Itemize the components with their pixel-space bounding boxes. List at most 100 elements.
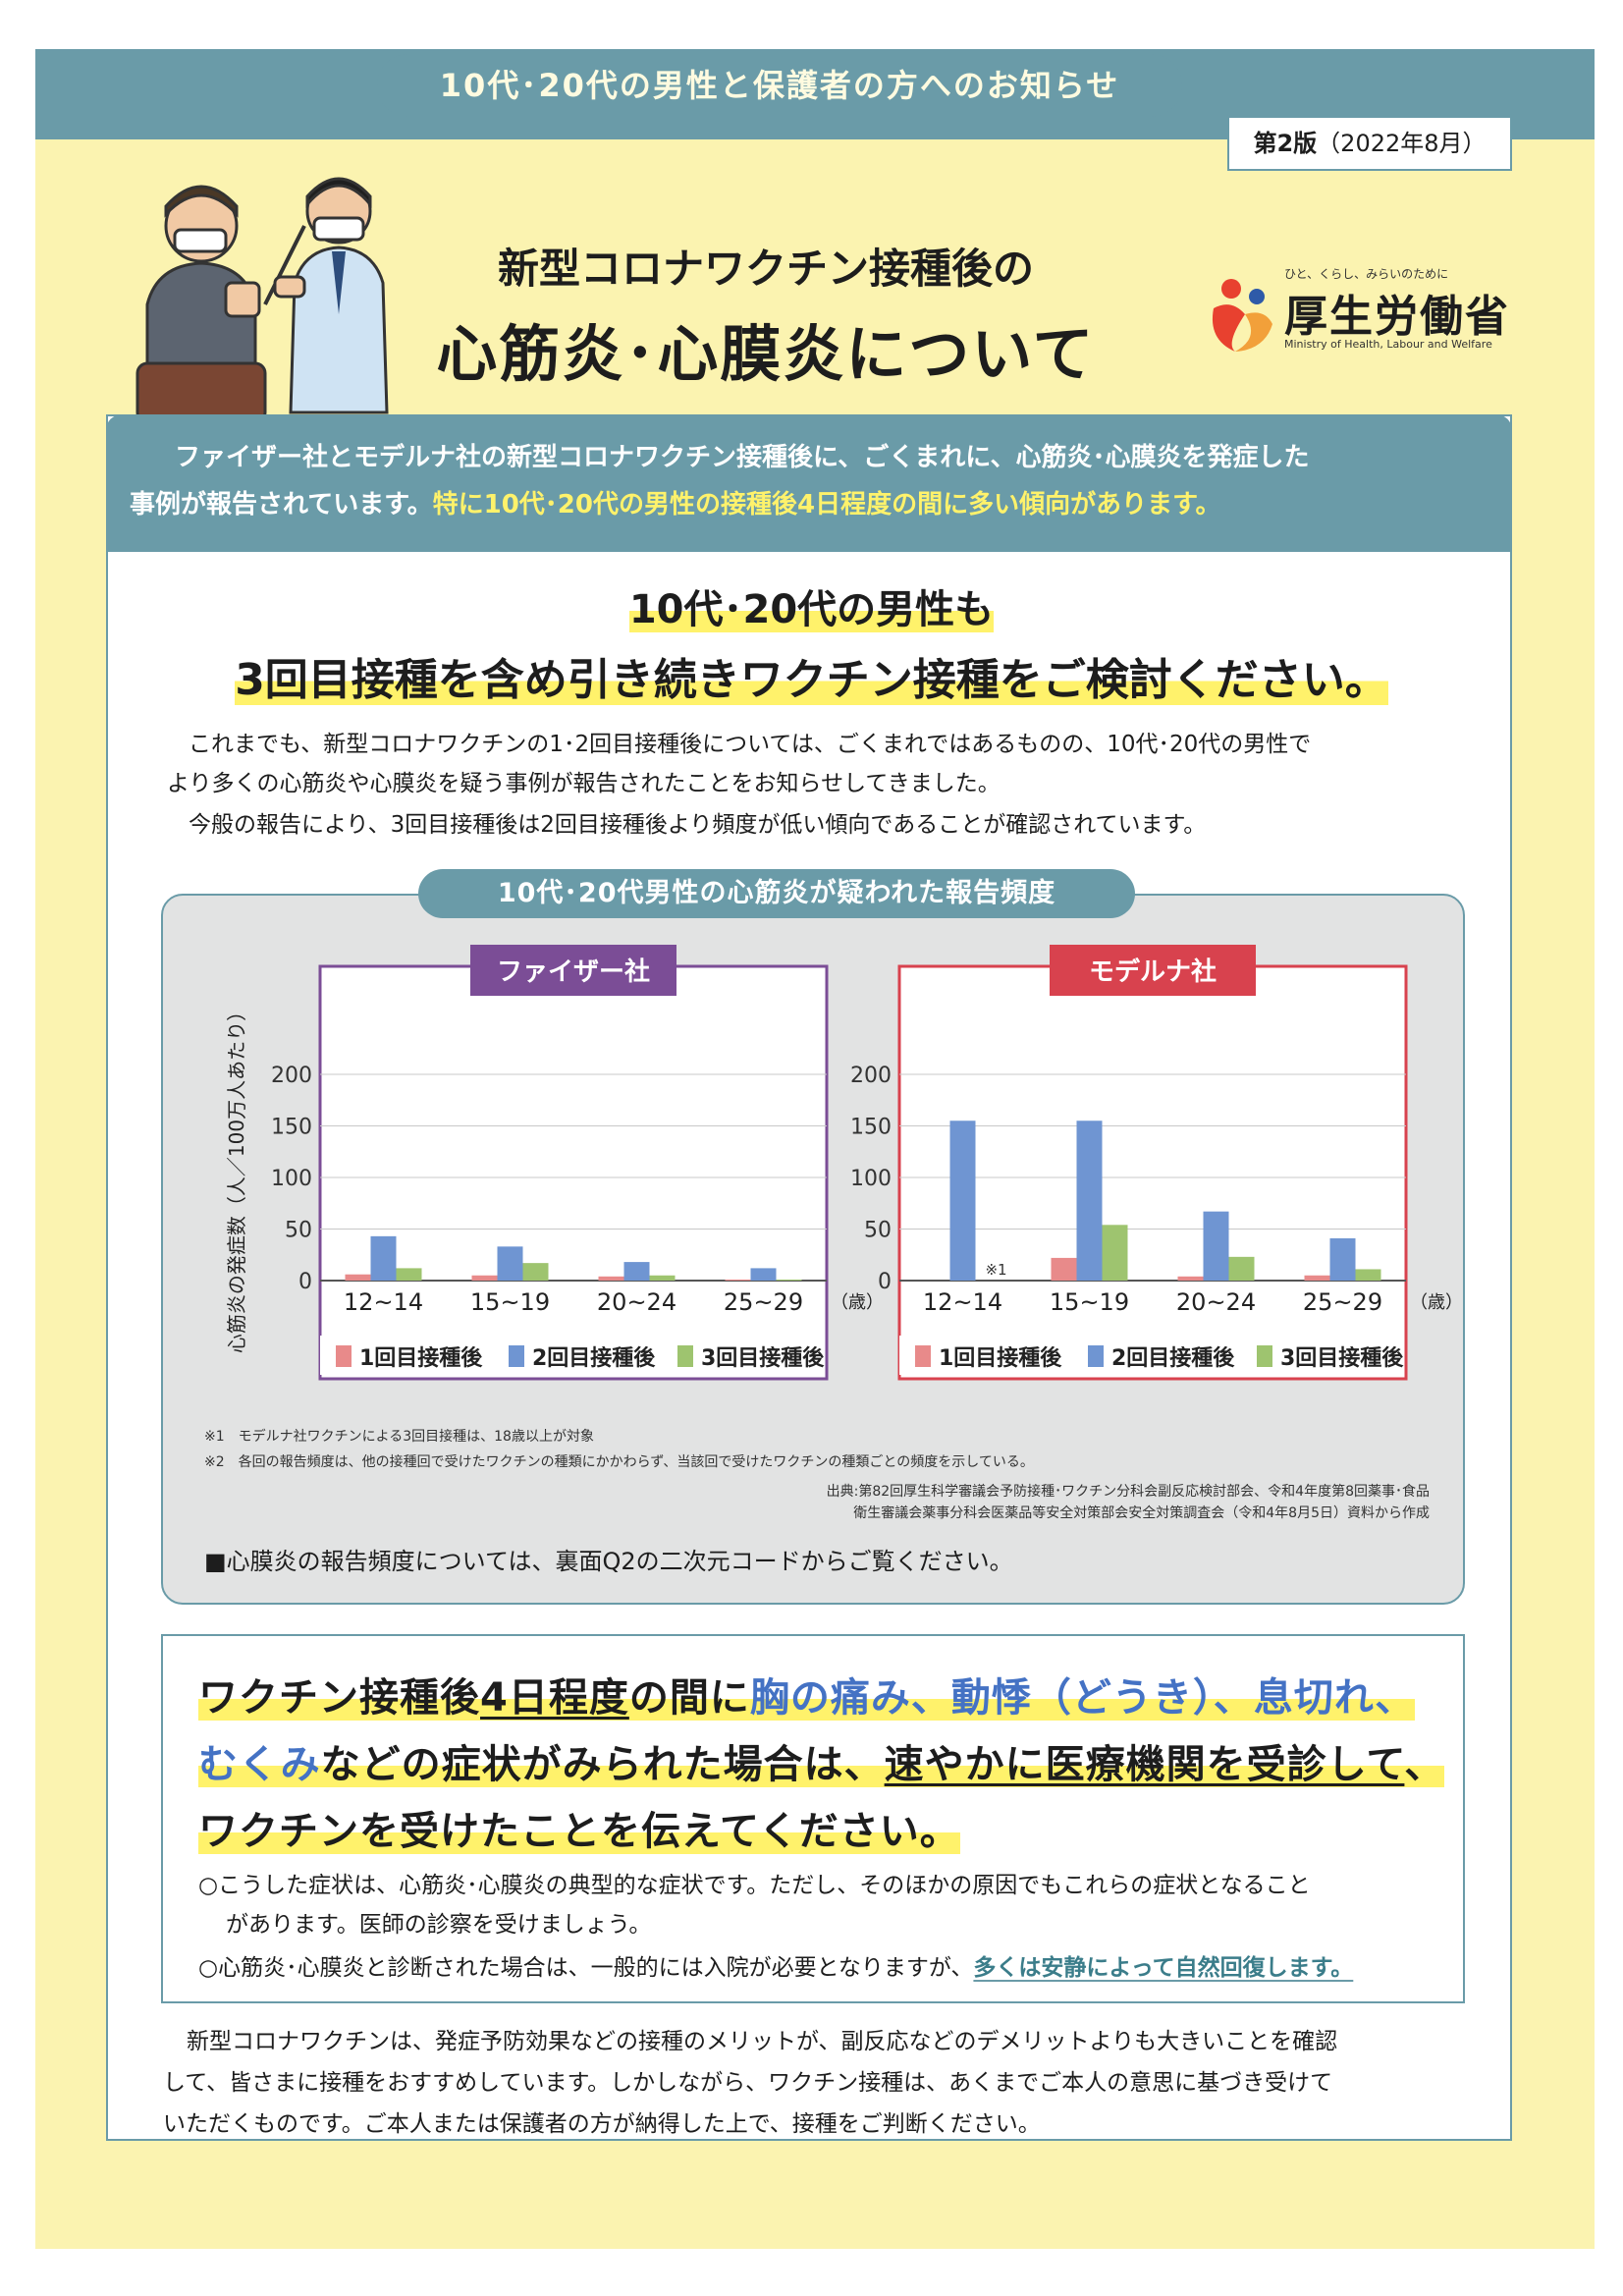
y-tick-label: 0: [298, 1270, 312, 1294]
x-tick-label: 25~29: [1303, 1288, 1382, 1316]
body-p1-line1: これまでも、新型コロナワクチンの1･2回目接種後については、ごくまれではあるもの…: [189, 732, 1312, 757]
x-tick-label: 15~19: [1050, 1288, 1129, 1316]
bar: [1203, 1211, 1229, 1281]
y-tick-label: 100: [850, 1167, 892, 1191]
ministry-name-en: Ministry of Health, Labour and Welfare: [1284, 338, 1492, 351]
warning-line3: ワクチンを受けたことを伝えてください。: [198, 1799, 960, 1856]
ministry-tagline: ひと、くらし、みらいのために: [1284, 267, 1449, 281]
chart-frame: [318, 964, 829, 1381]
source-line1: 出典:第82回厚生科学審議会予防接種･ワクチン分科会副反応検討部会、令和4年度第…: [826, 1484, 1430, 1500]
warn-l2-c: 速やかに医療機関を受診して: [884, 1742, 1405, 1787]
warn-l3: ワクチンを受けたことを伝えてください。: [198, 1809, 960, 1854]
footnote-2: ※2 各回の報告頻度は、他の接種回で受けたワクチンの種類にかかわらず、当該回で受…: [204, 1454, 1034, 1470]
y-tick-label: 0: [878, 1270, 892, 1294]
headline-line2: 3回目接種を含め引き続きワクチン接種をご検討ください。: [0, 644, 1623, 707]
bar: [776, 1279, 802, 1281]
legend-box: [320, 1336, 823, 1375]
vaccination-illustration: [135, 177, 389, 422]
legend-swatch: [677, 1345, 693, 1367]
bar: [598, 1276, 624, 1281]
bar: [1304, 1275, 1330, 1281]
warn-l2-b: などの症状がみられた場合は、: [320, 1742, 885, 1787]
legend-swatch: [336, 1345, 352, 1367]
legend-swatch: [1088, 1345, 1104, 1367]
bar: [1329, 1237, 1356, 1281]
x-unit-label: （歳）: [1410, 1292, 1463, 1313]
legend-label: 2回目接種後: [1111, 1345, 1235, 1371]
intro-line1: ファイザー社とモデルナ社の新型コロナワクチン接種後に、ごくまれに、心筋炎･心膜炎…: [175, 443, 1310, 472]
warn-symptoms-1: 胸の痛み、動悸（どうき）、息切れ、: [749, 1675, 1416, 1721]
source-citation: 出典:第82回厚生科学審議会予防接種･ワクチン分科会副反応検討部会、令和4年度第…: [589, 1481, 1430, 1524]
bar: [1051, 1257, 1077, 1281]
charts-svg: ファイザー社 0 50 100 150 200 12~14 15~19 20~24 25~29 （歳…: [225, 945, 1463, 1381]
chart-annotation: ※1: [985, 1261, 1006, 1279]
chart-title-box: [1050, 945, 1256, 996]
bar: [949, 1121, 976, 1281]
legend-swatch: [1257, 1345, 1272, 1367]
bar: [1355, 1269, 1381, 1281]
bullet-2-text: ○心筋炎･心膜炎と診断された場合は、一般的には入院が必要となりますが、: [198, 1955, 974, 1981]
source-line2: 衛生審議会薬事分科会医薬品等安全対策部会安全対策調査会（令和4年8月5日）資料か…: [853, 1505, 1430, 1521]
y-axis-label: 心筋炎の発症数（人／100万人あたり）: [225, 1002, 248, 1353]
bar: [1076, 1121, 1103, 1281]
legend-label: 3回目接種後: [701, 1345, 825, 1371]
intro-highlight: 特に10代･20代の男性の接種後4日程度の間に多い傾向があります。: [432, 490, 1221, 519]
intro-line2: 事例が報告されています。特に10代･20代の男性の接種後4日程度の間に多い傾向が…: [130, 481, 1488, 528]
warn-l2-d: 、: [1404, 1742, 1445, 1787]
chart-title-box: [470, 945, 676, 996]
pericarditis-note: ■心膜炎の報告頻度については、裏面Q2の二次元コードからご覧ください。: [204, 1548, 1013, 1575]
bar: [1177, 1276, 1204, 1281]
x-tick-label: 20~24: [597, 1288, 676, 1316]
closing-line1: 新型コロナワクチンは、発症予防効果などの接種のメリットが、副反応などのデメリット…: [187, 2029, 1338, 2054]
y-tick-label: 200: [850, 1064, 892, 1088]
bullet-1-line2: があります。医師の診察を受けましょう。: [226, 1912, 652, 1938]
warn-l1-b: 4日程度: [480, 1675, 629, 1721]
x-tick-label: 12~14: [344, 1288, 423, 1316]
bullet-2: ○心筋炎･心膜炎と診断された場合は、一般的には入院が必要となりますが、多くは安静…: [198, 1948, 1353, 1988]
warning-line1: ワクチン接種後4日程度の間に胸の痛み、動悸（どうき）、息切れ、: [198, 1666, 1416, 1722]
ministry-emblem-icon: [1212, 279, 1272, 352]
legend-label: 3回目接種後: [1280, 1345, 1404, 1371]
intro-text: 事例が報告されています。: [130, 490, 433, 519]
x-unit-label: （歳）: [831, 1292, 884, 1313]
ministry-name: 厚生労働省: [1284, 292, 1510, 342]
title-line1: 新型コロナワクチン接種後の: [497, 245, 1034, 293]
edition-badge: 第2版（2022年8月）: [1227, 116, 1512, 171]
bar: [1102, 1225, 1128, 1281]
y-tick-label: 50: [864, 1219, 892, 1243]
y-tick-label: 150: [850, 1116, 892, 1140]
chart-title: ファイザー社: [497, 957, 650, 987]
y-tick-label: 200: [271, 1064, 312, 1088]
bullet-1: ○こうした症状は、心筋炎･心膜炎の典型的な症状です。ただし、そのほかの原因でもこ…: [198, 1866, 1311, 1944]
headline-line1-text: 10代･20代の男性も: [628, 587, 995, 632]
body-paragraph-2: 今般の報告により、3回目接種後は2回目接種後より頻度が低い傾向であることが確認さ…: [189, 812, 1207, 838]
edition-date: （2022年8月）: [1317, 130, 1487, 157]
warning-line2: むくみなどの症状がみられた場合は、速やかに医療機関を受診して、: [198, 1732, 1445, 1789]
bar: [1228, 1256, 1255, 1281]
closing-line2: して、皆さまに接種をおすすめしています。しかしながら、ワクチン接種は、あくまでご…: [163, 2070, 1333, 2096]
legend-box: [899, 1336, 1402, 1375]
bar: [497, 1246, 523, 1281]
x-tick-label: 25~29: [724, 1288, 803, 1316]
bar: [725, 1279, 751, 1281]
x-tick-label: 20~24: [1176, 1288, 1256, 1316]
y-tick-label: 100: [271, 1167, 312, 1191]
warn-l1-a: ワクチン接種後: [198, 1675, 480, 1721]
x-tick-label: 12~14: [923, 1288, 1002, 1316]
recovery-highlight: 多くは安静によって自然回復します。: [973, 1955, 1354, 1981]
notice-tab: 10代･20代の男性と保護者の方へのお知らせ: [377, 54, 1182, 117]
bar: [396, 1268, 422, 1281]
y-tick-label: 150: [271, 1116, 312, 1140]
body-p1-line2: より多くの心筋炎や心膜炎を疑う事例が報告されたことをお知らせしてきました。: [167, 771, 1001, 796]
ministry-logo: ひと、くらし、みらいのために 厚生労働省 Ministry of Health,…: [1206, 265, 1530, 363]
legend-label: 1回目接種後: [359, 1345, 483, 1371]
legend-swatch: [509, 1345, 524, 1367]
bar: [522, 1263, 549, 1281]
bar: [345, 1274, 371, 1281]
footnote-1: ※1 モデルナ社ワクチンによる3回目接種は、18歳以上が対象: [204, 1429, 594, 1445]
chart-frame: [897, 964, 1408, 1381]
bar: [649, 1275, 676, 1281]
edition-number: 第2版: [1253, 130, 1318, 157]
warn-symptoms-2: むくみ: [198, 1742, 321, 1787]
headline-line1: 10代･20代の男性も: [0, 577, 1623, 634]
